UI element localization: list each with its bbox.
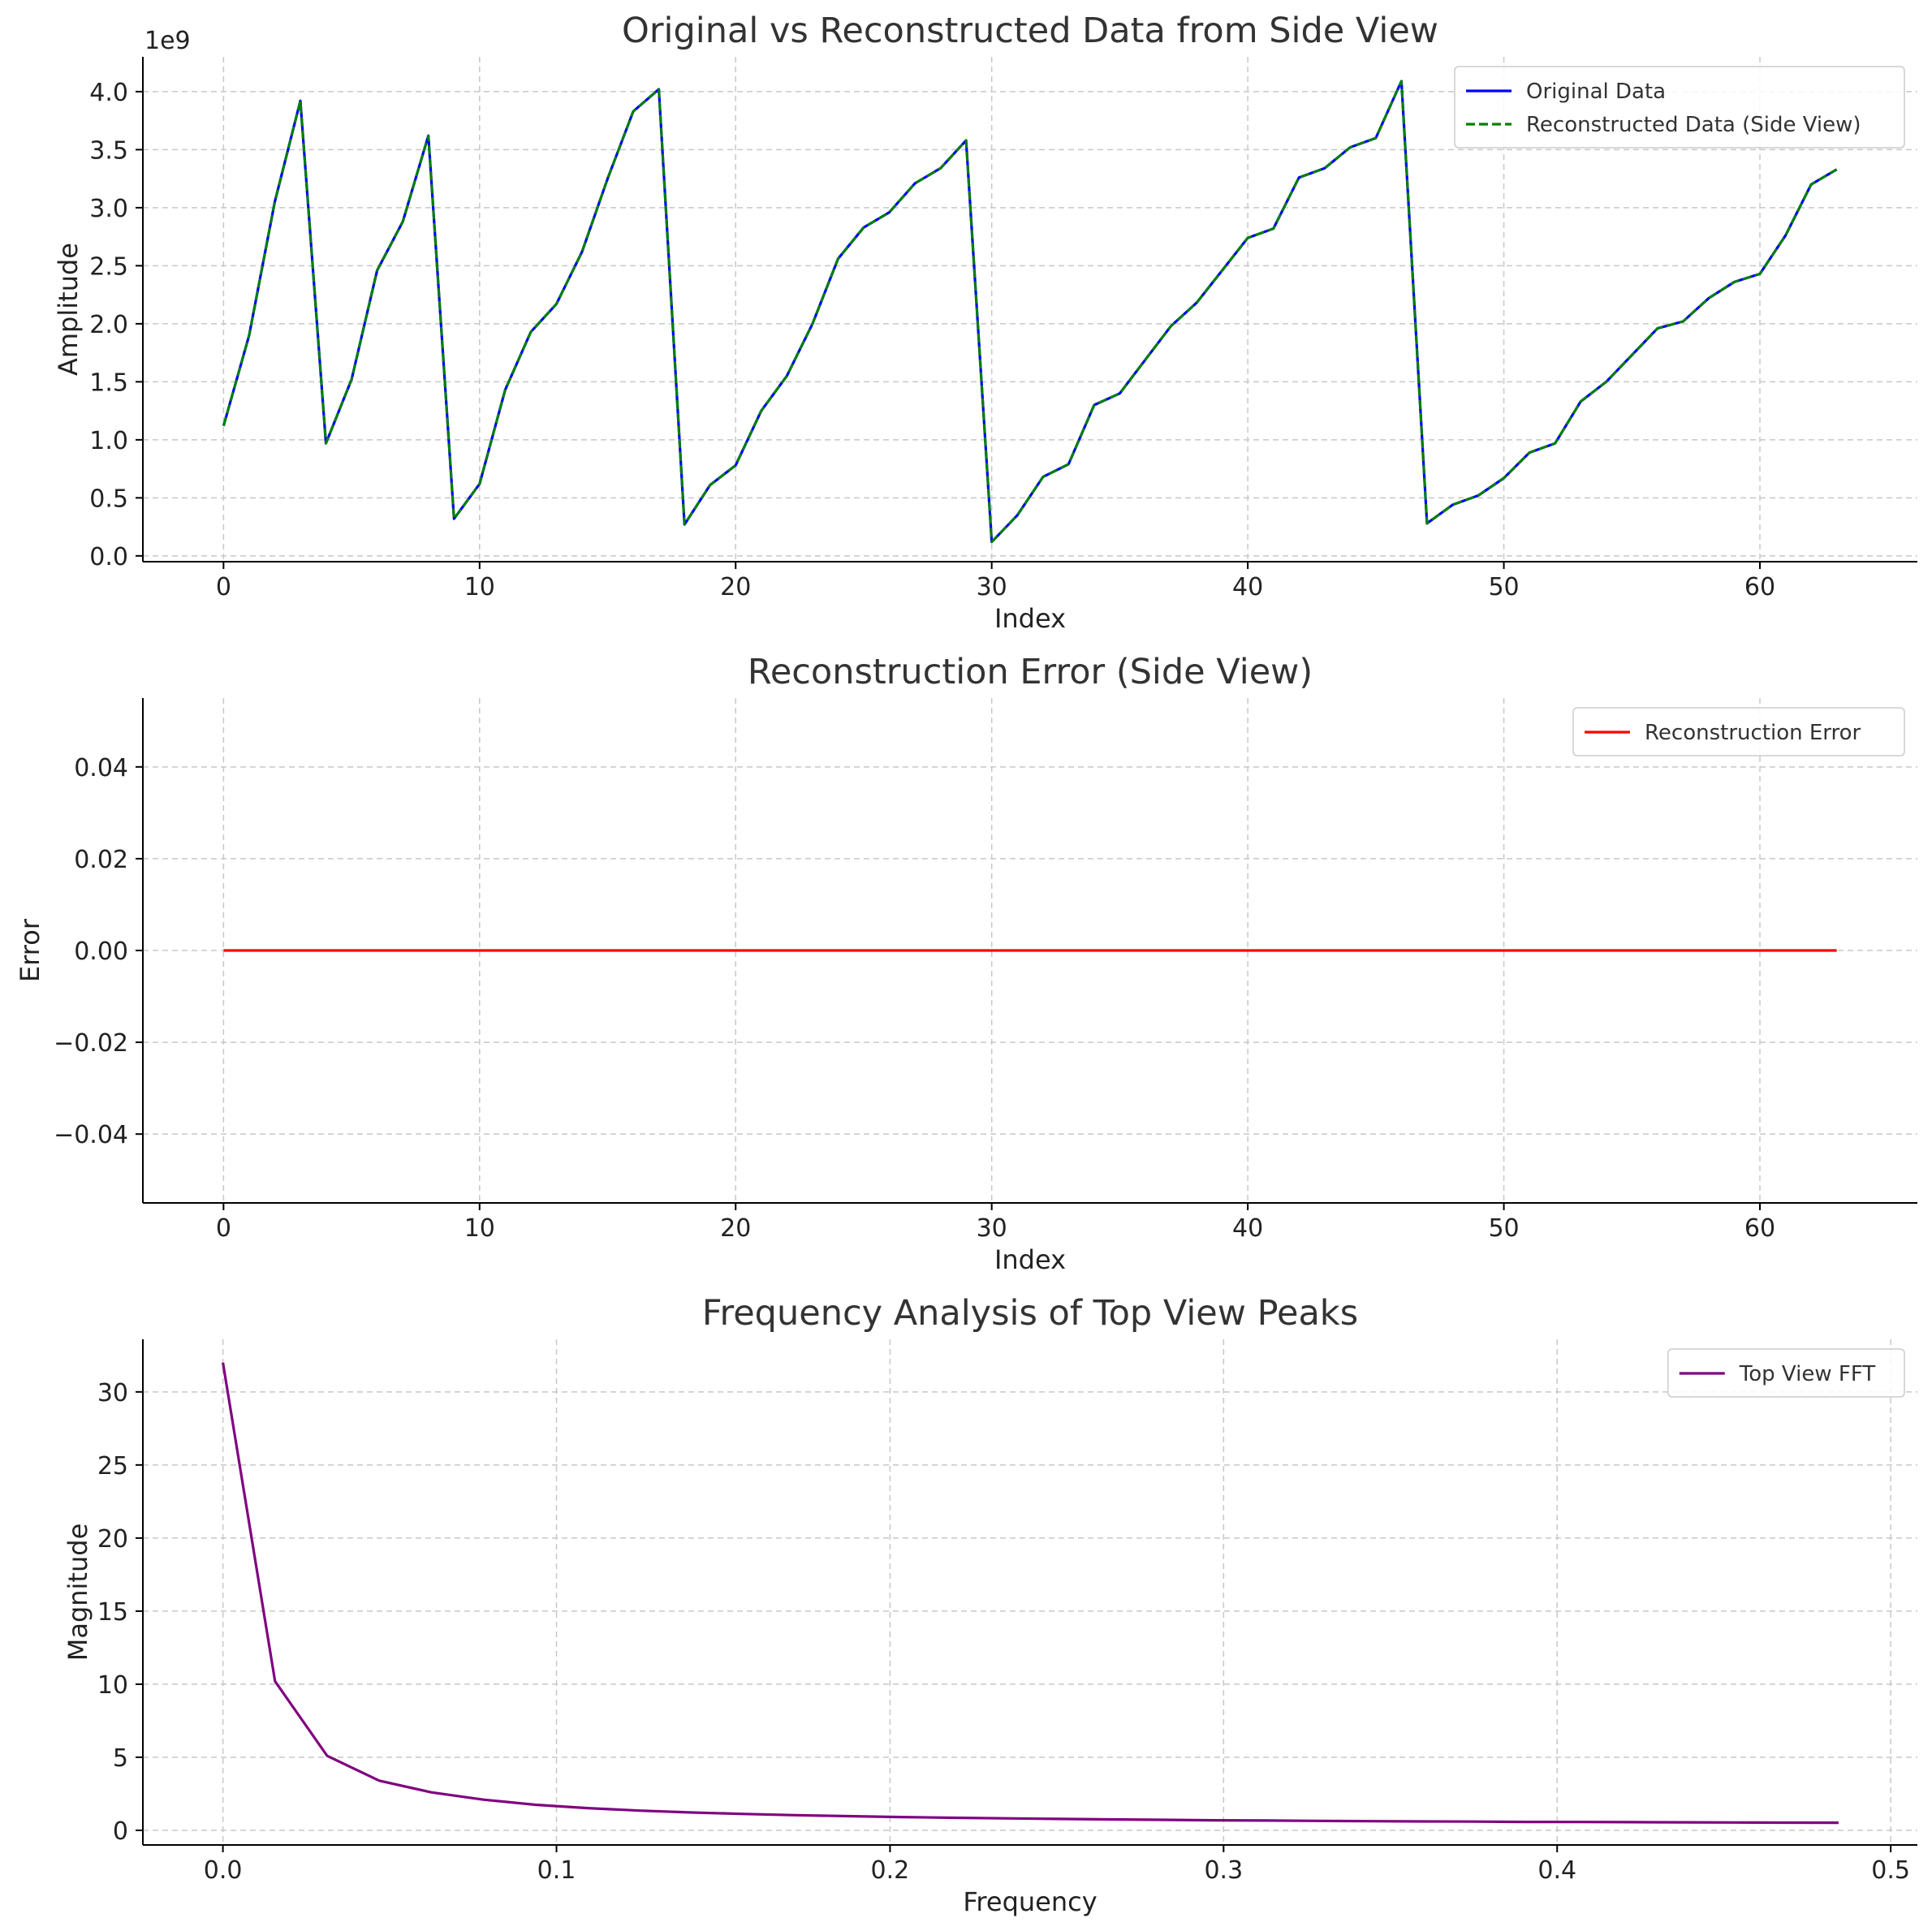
y-tick-label: 0 [113, 1817, 128, 1846]
y-tick-label: 3.5 [89, 136, 128, 165]
y-tick-label: 30 [97, 1379, 128, 1407]
x-tick-label: 0.3 [1204, 1856, 1243, 1885]
x-tick-label: 60 [1744, 1214, 1775, 1243]
x-tick-label: 0 [216, 573, 231, 601]
x-tick-label: 50 [1488, 573, 1519, 601]
y-tick-label: 0.04 [74, 754, 128, 782]
y-tick-label: 25 [97, 1452, 128, 1481]
chart-title: Frequency Analysis of Top View Peaks [702, 1293, 1358, 1334]
y-tick-label: 5 [113, 1744, 128, 1773]
x-tick-label: 0.2 [871, 1856, 910, 1885]
x-tick-label: 30 [977, 1214, 1007, 1243]
chart-title: Reconstruction Error (Side View) [748, 652, 1313, 692]
top-view-fft-line [222, 1362, 1839, 1825]
legend-box [1572, 707, 1905, 756]
grid-lines [143, 1339, 1917, 1845]
y-tick-label: 20 [97, 1525, 128, 1554]
x-tick-label: 40 [1232, 1214, 1263, 1243]
x-axis-label: Frequency [963, 1886, 1097, 1917]
reconstructed-data-side-view-line [222, 80, 1838, 544]
y-tick-label: 1.5 [89, 369, 128, 397]
legend-label: Reconstruction Error [1645, 721, 1861, 745]
y-tick-label: 3.0 [89, 195, 128, 223]
legend: Reconstruction Error [1572, 707, 1905, 756]
x-tick-label: 0.4 [1537, 1856, 1576, 1885]
x-tick-label: 10 [464, 573, 495, 601]
x-tick-label: 10 [464, 1214, 495, 1243]
x-tick-label: 0.1 [537, 1856, 576, 1885]
x-axis-label: Index [994, 603, 1066, 634]
y-tick-label: 0.02 [74, 846, 128, 874]
y-tick-label: 0.00 [74, 937, 128, 966]
x-tick-label: 60 [1744, 573, 1775, 601]
y-tick-label: 15 [97, 1598, 128, 1627]
y-tick-label: 10 [97, 1671, 128, 1700]
side-view-chart: 0 10 20 30 40 50 60 0.0 0.5 1.0 1.5 2.0 2.5 3.0 3.5 4.0… [53, 11, 1917, 634]
x-axis-label: Index [994, 1244, 1066, 1275]
legend-box [1667, 1348, 1905, 1398]
x-tick-label: 20 [720, 1214, 751, 1243]
y-axis-label: Magnitude [63, 1524, 93, 1662]
y-offset-label: 1e9 [144, 27, 191, 55]
y-tick-label: 2.5 [89, 252, 128, 281]
legend-label: Original Data [1526, 80, 1666, 104]
original-data-line [222, 80, 1838, 544]
error-chart: 0 10 20 30 40 50 60 −0.04 −0.02 0.00 0.02 0.04 Recon… [15, 652, 1917, 1275]
legend: Top View FFT [1667, 1348, 1905, 1398]
y-tick-label: 0.5 [89, 485, 128, 513]
x-tick-label: 30 [977, 573, 1007, 601]
y-axis-label: Amplitude [53, 243, 84, 376]
legend-label: Top View FFT [1739, 1362, 1876, 1386]
legend-box [1454, 66, 1905, 149]
y-tick-label: 2.0 [89, 311, 128, 339]
x-tick-label: 0.5 [1871, 1856, 1910, 1885]
x-tick-label: 20 [720, 573, 751, 601]
chart-title: Original vs Reconstructed Data from Side… [622, 11, 1438, 51]
y-tick-label: 0.0 [89, 543, 128, 571]
y-tick-label: −0.02 [54, 1029, 128, 1058]
legend: Original Data Reconstructed Data (Side Vi… [1454, 66, 1905, 149]
fft-chart: 0.0 0.1 0.2 0.3 0.4 0.5 0 5 10 15 20 25 30 Frequency … [63, 1293, 1917, 1917]
y-tick-label: −0.04 [54, 1121, 128, 1149]
x-tick-label: 50 [1488, 1214, 1519, 1243]
x-tick-label: 40 [1232, 573, 1263, 601]
x-tick-label: 0.0 [204, 1856, 243, 1885]
grid-lines [143, 57, 1917, 562]
y-tick-label: 4.0 [89, 79, 128, 107]
x-tick-label: 0 [216, 1214, 231, 1243]
y-axis-label: Error [15, 918, 45, 982]
legend-label: Reconstructed Data (Side View) [1526, 113, 1861, 137]
y-tick-label: 1.0 [89, 427, 128, 455]
